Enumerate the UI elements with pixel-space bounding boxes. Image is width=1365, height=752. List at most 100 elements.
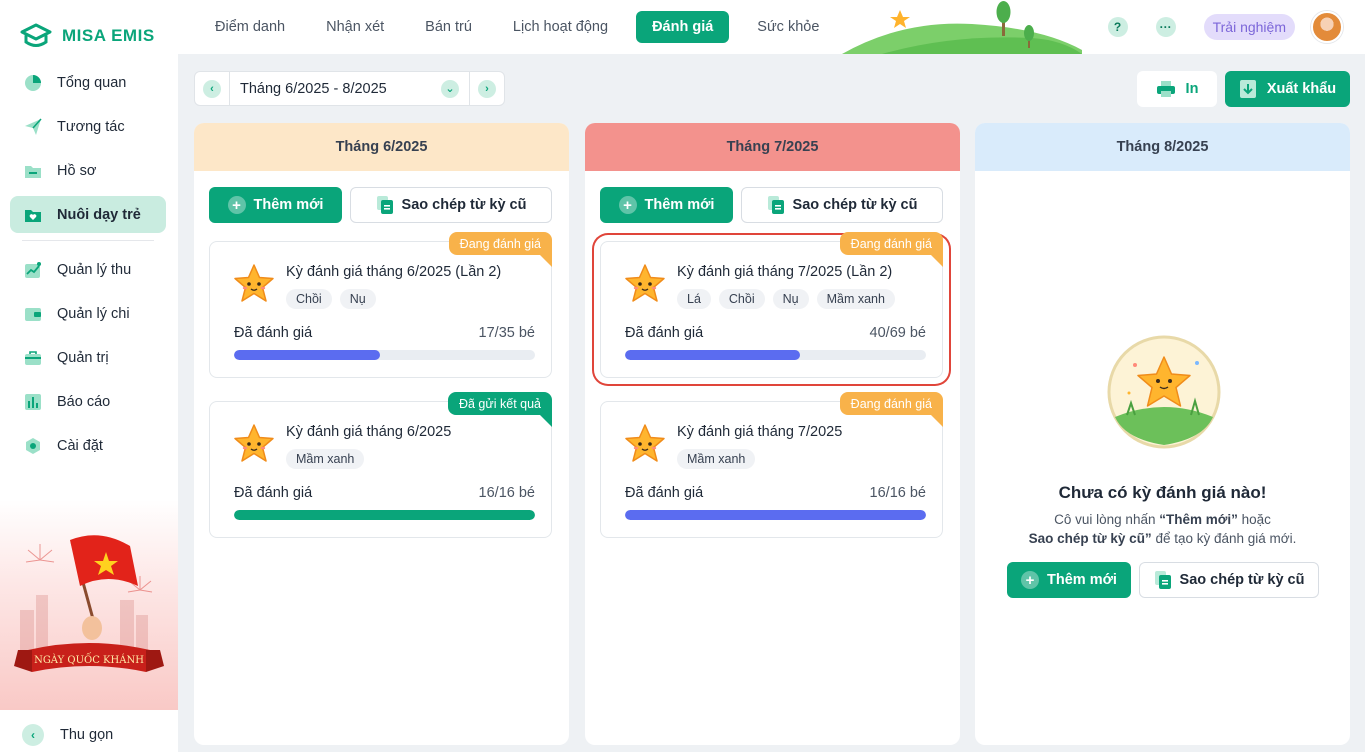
period-value: Tháng 6/2025 - 8/2025 xyxy=(240,80,387,97)
more-button[interactable]: ··· xyxy=(1155,17,1176,37)
print-button[interactable]: In xyxy=(1137,71,1217,107)
trend-chart-icon xyxy=(23,260,43,280)
sidebar: MISA EMIS Tổng quan Tương tác Hồ sơ Nuôi… xyxy=(0,0,178,752)
prev-period-button[interactable]: ‹ xyxy=(195,72,229,105)
gear-icon xyxy=(23,436,43,456)
progress-label: Đã đánh giá xyxy=(234,325,313,341)
class-tags: Chồi Nụ xyxy=(286,289,376,309)
empty-desc-text: Cô vui lòng nhấn xyxy=(1054,512,1160,527)
sidebar-item-label: Hồ sơ xyxy=(57,162,97,179)
sidebar-item-tuong-tac[interactable]: Tương tác xyxy=(10,108,166,145)
copy-label: Sao chép từ kỳ cũ xyxy=(401,197,527,213)
chevron-right-icon: › xyxy=(478,79,496,98)
sidebar-item-label: Cài đặt xyxy=(57,437,103,454)
hill-decoration xyxy=(842,1,1082,54)
sidebar-item-quan-ly-thu[interactable]: Quản lý thu xyxy=(10,251,166,288)
sidebar-divider xyxy=(22,240,154,241)
evaluation-card[interactable]: Đang đánh giá Kỳ đánh giá tháng 6/2025 (… xyxy=(209,232,552,378)
copy-document-icon xyxy=(376,196,393,214)
status-badge: Đang đánh giá xyxy=(448,232,552,255)
sidebar-item-tong-quan[interactable]: Tổng quan xyxy=(10,64,166,101)
class-tags: Lá Chồi Nụ Mầm xanh xyxy=(677,289,895,309)
sidebar-item-bao-cao[interactable]: Báo cáo xyxy=(10,383,166,420)
column-thang-8: Tháng 8/2025 Chưa có kỳ đánh giá nào! Cô… xyxy=(975,123,1350,745)
column-thang-7: Tháng 7/2025 + Thêm mới Sao chép từ kỳ cũ… xyxy=(585,123,960,745)
status-badge: Đang đánh giá xyxy=(839,392,943,415)
class-tag: Mầm xanh xyxy=(816,289,895,309)
promo-text: NGÀY QUỐC KHÁNH xyxy=(34,653,144,666)
briefcase-icon xyxy=(23,348,43,368)
tab-danh-gia[interactable]: Đánh giá xyxy=(636,11,730,43)
collapse-label: Thu gọn xyxy=(60,727,114,743)
export-label: Xuất khẩu xyxy=(1266,81,1337,97)
star-mascot-icon xyxy=(234,424,274,462)
copy-document-icon xyxy=(1154,571,1171,589)
progress-bar xyxy=(625,510,926,520)
evaluation-card[interactable]: Đã gửi kết quả Kỳ đánh giá tháng 6/2025 … xyxy=(209,392,552,538)
misa-logo-icon xyxy=(18,22,54,50)
collapse-sidebar-button[interactable]: ‹ Thu gọn xyxy=(22,724,113,746)
sidebar-item-cai-dat[interactable]: Cài đặt xyxy=(10,427,166,464)
copy-from-previous-button[interactable]: Sao chép từ kỳ cũ xyxy=(741,187,943,223)
sidebar-item-label: Tương tác xyxy=(57,118,125,135)
add-new-button[interactable]: + Thêm mới xyxy=(600,187,733,223)
class-tag: Chồi xyxy=(286,289,332,309)
logo[interactable]: MISA EMIS xyxy=(18,22,155,50)
sidebar-item-nuoi-day-tre[interactable]: Nuôi dạy trẻ xyxy=(10,196,166,233)
next-period-button[interactable]: › xyxy=(470,72,504,105)
module-tabs: Điểm danh Nhận xét Bán trú Lịch hoạt độn… xyxy=(202,11,847,43)
status-badge: Đã gửi kết quả xyxy=(447,392,552,415)
class-tags: Mầm xanh xyxy=(677,449,756,469)
sidebar-item-quan-tri[interactable]: Quản trị xyxy=(10,339,166,376)
empty-actions: + Thêm mới Sao chép từ kỳ cũ xyxy=(1007,562,1319,598)
copy-from-previous-button[interactable]: Sao chép từ kỳ cũ xyxy=(1139,562,1319,598)
chevron-left-icon: ‹ xyxy=(203,79,221,98)
class-tag: Mầm xanh xyxy=(286,449,365,469)
add-new-button[interactable]: + Thêm mới xyxy=(1007,562,1131,598)
tab-lich-hoat-dong[interactable]: Lịch hoạt động xyxy=(512,19,609,35)
empty-star-illustration xyxy=(1107,335,1221,449)
sidebar-item-label: Nuôi dạy trẻ xyxy=(57,206,141,223)
copy-label: Sao chép từ kỳ cũ xyxy=(792,197,918,213)
export-button[interactable]: Xuất khẩu xyxy=(1225,71,1350,107)
class-tag: Mầm xanh xyxy=(677,449,756,469)
heart-folder-icon xyxy=(23,205,43,225)
sidebar-item-quan-ly-chi[interactable]: Quản lý chi xyxy=(10,295,166,332)
progress-fill xyxy=(625,510,926,520)
class-tag: Nụ xyxy=(339,289,376,309)
tab-diem-danh[interactable]: Điểm danh xyxy=(215,19,286,35)
period-dropdown[interactable]: Tháng 6/2025 - 8/2025 ⌄ xyxy=(229,72,470,105)
sidebar-nav: Tổng quan Tương tác Hồ sơ Nuôi dạy trẻ Q… xyxy=(10,64,166,471)
tab-suc-khoe[interactable]: Sức khỏe xyxy=(757,19,820,35)
empty-title: Chưa có kỳ đánh giá nào! xyxy=(1058,483,1267,502)
national-day-banner: NGÀY QUỐC KHÁNH xyxy=(0,500,178,710)
header-actions: ? ··· Trải nghiệm xyxy=(1107,11,1343,43)
sidebar-item-label: Quản lý thu xyxy=(57,261,132,278)
empty-state: Chưa có kỳ đánh giá nào! Cô vui lòng nhấ… xyxy=(975,171,1350,745)
star-mascot-icon xyxy=(234,264,274,302)
sidebar-item-ho-so[interactable]: Hồ sơ xyxy=(10,152,166,189)
national-day-illustration: NGÀY QUỐC KHÁNH xyxy=(14,535,164,672)
evaluation-card[interactable]: Đang đánh giá Kỳ đánh giá tháng 7/2025 (… xyxy=(600,232,943,378)
evaluation-card[interactable]: Đang đánh giá Kỳ đánh giá tháng 7/2025 M… xyxy=(600,392,943,538)
class-tag: Chồi xyxy=(718,289,765,309)
tab-ban-tru[interactable]: Bán trú xyxy=(425,19,472,35)
avatar[interactable] xyxy=(1311,11,1343,43)
empty-desc-bold: Sao chép từ kỳ cũ” xyxy=(1028,531,1152,546)
add-new-button[interactable]: + Thêm mới xyxy=(209,187,342,223)
column-title: Tháng 8/2025 xyxy=(975,123,1350,171)
tab-nhan-xet[interactable]: Nhận xét xyxy=(326,19,385,35)
empty-desc-text: để tạo kỳ đánh giá mới. xyxy=(1151,531,1297,546)
folder-icon xyxy=(23,161,43,181)
help-button[interactable]: ? xyxy=(1107,17,1128,37)
progress-count: 16/16 bé xyxy=(869,485,926,501)
card-title: Kỳ đánh giá tháng 6/2025 xyxy=(286,424,452,440)
card-title: Kỳ đánh giá tháng 7/2025 xyxy=(677,424,843,440)
copy-from-previous-button[interactable]: Sao chép từ kỳ cũ xyxy=(350,187,552,223)
progress-fill xyxy=(234,510,535,520)
progress-fill xyxy=(234,350,381,360)
progress-count: 16/16 bé xyxy=(478,485,535,501)
star-mascot-icon xyxy=(625,264,665,302)
trial-button[interactable]: Trải nghiệm xyxy=(1203,14,1295,40)
column-title: Tháng 6/2025 xyxy=(194,123,569,171)
